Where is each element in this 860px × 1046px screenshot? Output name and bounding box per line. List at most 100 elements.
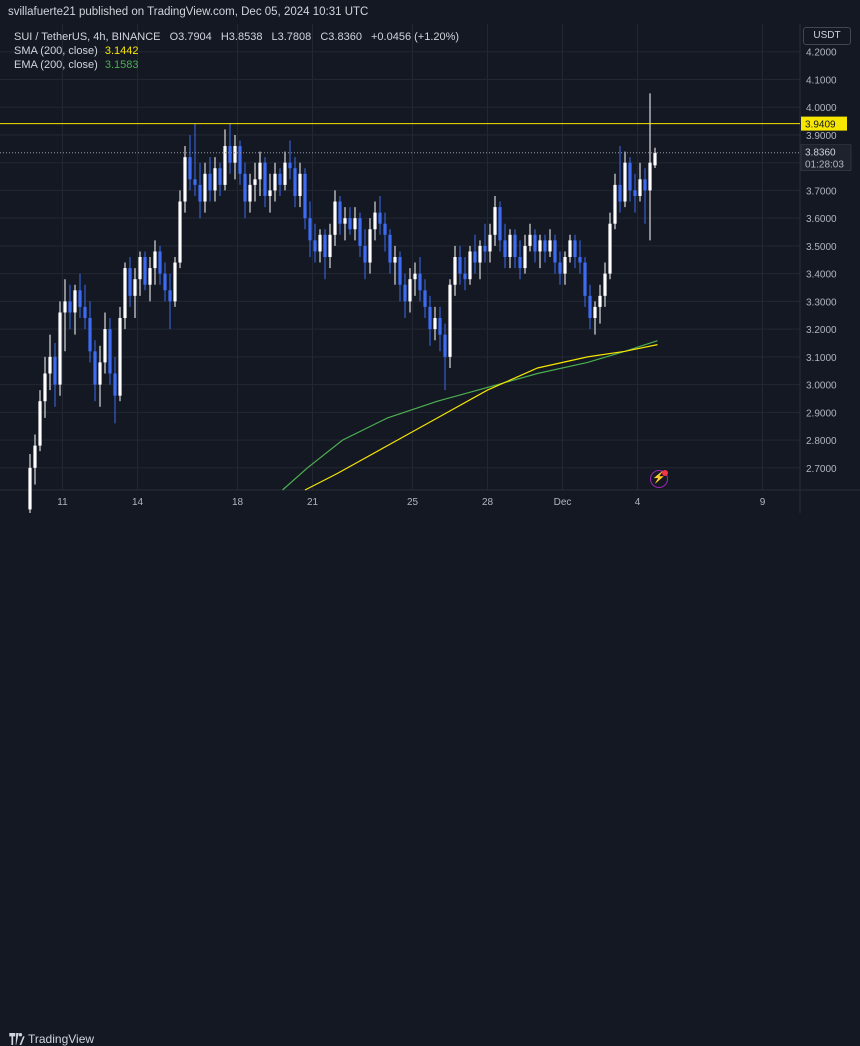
currency-button[interactable]: USDT (803, 27, 851, 45)
candle-body (348, 218, 352, 230)
price-chart[interactable]: 4.20004.10004.00003.90003.80003.70003.60… (0, 24, 860, 513)
candle-body (628, 162, 632, 191)
candle-body (173, 262, 177, 302)
top-bar: svillafuerte21 published on TradingView.… (0, 0, 860, 24)
candle-body (493, 207, 497, 235)
candle-body (483, 245, 487, 252)
candle-body (178, 201, 182, 263)
candle-body (558, 262, 562, 274)
candle-body (563, 257, 567, 274)
candle-body (503, 240, 507, 257)
last-price-tag (800, 144, 852, 171)
candle-body (643, 179, 647, 191)
candle-body (233, 146, 237, 163)
y-tick-label: 3.9000 (806, 131, 837, 142)
x-tick-label: 18 (232, 497, 244, 508)
candlesticks (28, 93, 657, 513)
x-tick-label: 4 (635, 497, 641, 508)
candle-body (598, 295, 602, 307)
candle-body (293, 168, 297, 196)
sma-line (304, 344, 658, 491)
candle-body (123, 268, 127, 319)
chart-legend: SUI / TetherUS, 4h, BINANCE O3.7904 H3.8… (14, 30, 459, 72)
candle-body (83, 306, 87, 319)
candle-body (638, 179, 642, 196)
y-tick-label: 3.1000 (806, 353, 837, 364)
candle-body (458, 257, 462, 274)
candle-body (158, 251, 162, 274)
candle-body (213, 168, 217, 191)
candle-body (143, 257, 147, 285)
candle-body (283, 162, 287, 185)
candle-body (463, 273, 467, 280)
candle-body (498, 207, 502, 241)
x-tick-label: 28 (482, 497, 494, 508)
high-value: H3.8538 (220, 31, 263, 43)
candle-body (208, 173, 212, 191)
y-tick-label: 3.6000 (806, 214, 837, 225)
candle-body (508, 234, 512, 257)
candle-body (238, 146, 242, 174)
candle-body (423, 290, 427, 307)
tradingview-brand[interactable]: TradingView (28, 1032, 95, 1046)
symbol-label[interactable]: SUI / TetherUS, 4h, BINANCE (14, 31, 161, 43)
candle-body (438, 318, 442, 335)
candle-body (393, 257, 397, 263)
candle-body (633, 190, 637, 196)
candle-body (478, 245, 482, 263)
candle-body (88, 318, 92, 352)
candle-body (73, 290, 77, 313)
candle-body (168, 290, 172, 302)
candle-body (263, 162, 267, 196)
countdown-label: 01:28:03 (805, 160, 844, 171)
candle-body (268, 190, 272, 196)
y-tick-label: 2.8000 (806, 436, 837, 447)
candle-body (103, 329, 107, 363)
candle-body (198, 184, 202, 202)
open-value: O3.7904 (169, 31, 212, 43)
candle-body (118, 318, 122, 396)
candle-body (468, 251, 472, 280)
candle-body (223, 146, 227, 185)
y-tick-label: 2.9000 (806, 408, 837, 419)
candle-body (288, 162, 292, 169)
candle-body (58, 312, 62, 385)
time-axis: 11 14 18 21 25 28 Dec 4 9 (0, 489, 860, 508)
candle-body (328, 234, 332, 257)
candle-body (573, 240, 577, 257)
candle-body (188, 157, 192, 180)
candle-body (243, 173, 247, 202)
candle-body (218, 168, 222, 185)
last-price-label: 3.8360 (805, 148, 836, 159)
candle-body (313, 240, 317, 252)
legend-sma-row[interactable]: SMA (200, close) 3.1442 (14, 44, 459, 58)
resistance-price-label: 3.9409 (805, 120, 836, 131)
x-tick-label: 14 (132, 497, 144, 508)
candle-body (473, 251, 477, 263)
y-tick-label: 4.0000 (806, 103, 837, 114)
candle-body (113, 373, 117, 396)
y-tick-label: 3.0000 (806, 381, 837, 392)
candle-body (578, 257, 582, 263)
candle-body (398, 257, 402, 285)
tradingview-logo-icon[interactable] (8, 1033, 26, 1045)
candle-body (588, 295, 592, 319)
candle-body (323, 234, 327, 257)
candle-body (368, 229, 372, 263)
x-tick-label: Dec (554, 497, 572, 508)
candle-body (133, 279, 137, 296)
x-tick-label: 21 (307, 497, 319, 508)
y-tick-label: 4.1000 (806, 75, 837, 86)
legend-ema-row[interactable]: EMA (200, close) 3.1583 (14, 58, 459, 72)
candle-body (568, 240, 572, 257)
candle-body (303, 173, 307, 219)
candle-body (128, 268, 132, 296)
low-value: L3.7808 (271, 31, 312, 43)
footer: TradingView (0, 513, 860, 1046)
candle-body (318, 234, 322, 252)
sma-label: SMA (200, close) (14, 45, 98, 57)
candle-body (448, 284, 452, 357)
candle-body (353, 218, 357, 230)
candle-body (278, 173, 282, 185)
candle-body (163, 273, 167, 291)
